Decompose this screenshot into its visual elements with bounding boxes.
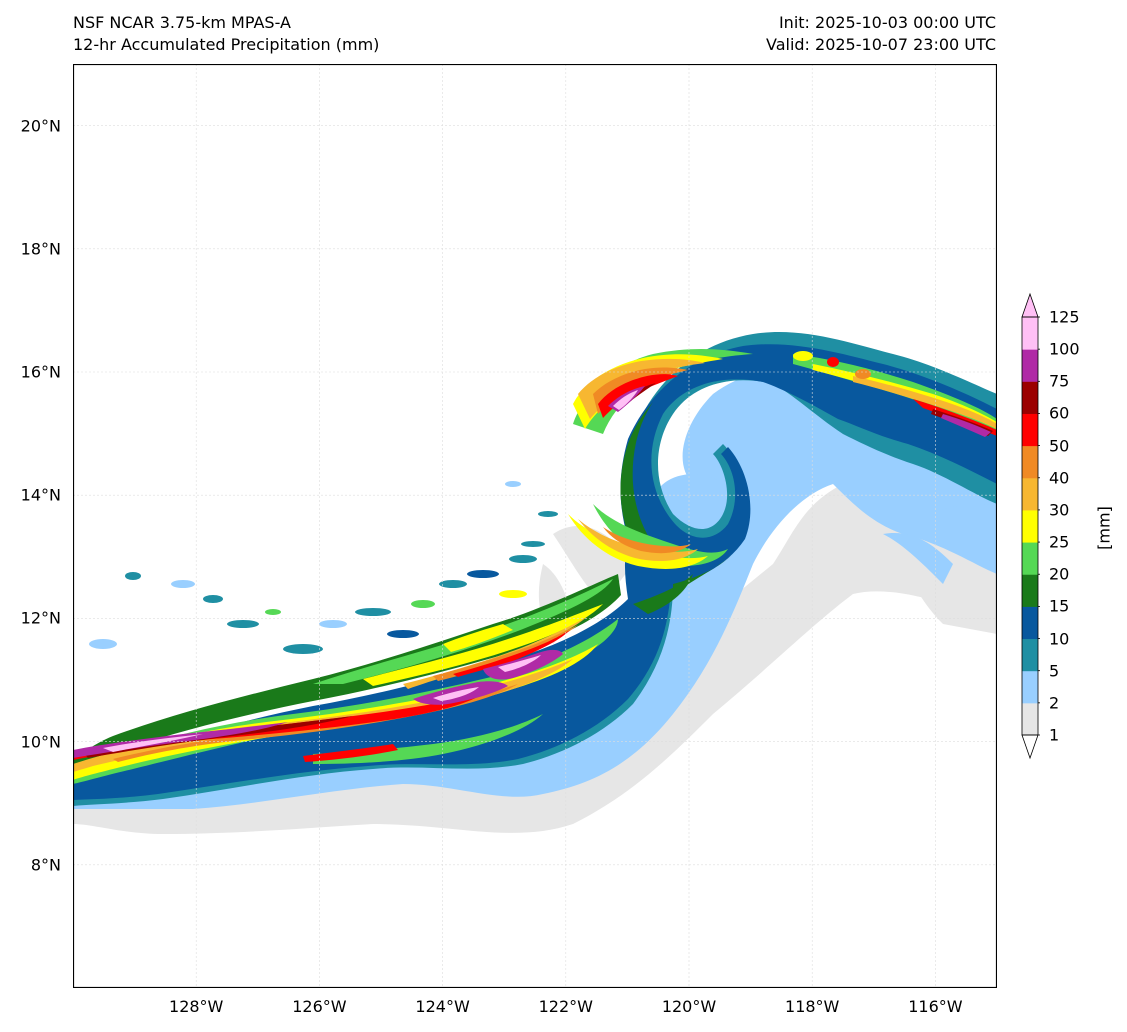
longitude-tick-label: 120°W — [661, 997, 717, 1016]
precip-band-100mm — [103, 390, 638, 752]
precip-field — [73, 332, 997, 834]
colorbar-frame — [1021, 316, 1039, 736]
longitude-tick-label: 126°W — [292, 997, 347, 1016]
latitude-tick-label: 8°N — [30, 855, 61, 875]
scattered-cells — [89, 351, 871, 654]
model-name: NSF NCAR 3.75-km MPAS-A — [73, 13, 291, 32]
gridlines — [73, 64, 997, 988]
colorbar-segment — [1022, 349, 1038, 382]
colorbar-level-label: 60 — [1049, 403, 1070, 423]
plot-title-right: Init: 2025-10-03 00:00 UTC Valid: 2025-1… — [766, 12, 996, 56]
colorbar-unit-label: [mm] — [1094, 506, 1114, 550]
precipitation-map — [73, 64, 997, 988]
colorbar — [1021, 292, 1040, 760]
colorbar-segment — [1022, 509, 1038, 543]
colorbar-segment — [1022, 574, 1038, 607]
longitude-tick-label: 124°W — [415, 997, 470, 1016]
latitude-tick-label: 20°N — [20, 116, 61, 136]
colorbar-segment — [1022, 413, 1038, 447]
colorbar-extend-max — [1021, 292, 1039, 318]
colorbar-level-label: 20 — [1049, 564, 1070, 584]
latitude-tick-label: 14°N — [20, 485, 61, 505]
init-time: Init: 2025-10-03 00:00 UTC — [778, 13, 996, 32]
latitude-tick-label: 12°N — [20, 608, 61, 628]
colorbar-segment — [1022, 445, 1038, 479]
longitude-tick-label: 116°W — [908, 997, 963, 1016]
colorbar-segment — [1022, 606, 1038, 640]
colorbar-level-label: 25 — [1049, 532, 1070, 552]
colorbar-level-label: 30 — [1049, 500, 1070, 520]
colorbar-segment — [1022, 381, 1038, 414]
colorbar-level-label: 50 — [1049, 436, 1070, 456]
latitude-tick-label: 18°N — [20, 239, 61, 259]
colorbar-segment — [1022, 638, 1038, 672]
colorbar-level-label: 100 — [1049, 339, 1080, 359]
colorbar-level-label: 75 — [1049, 371, 1070, 391]
colorbar-extend-min — [1021, 734, 1039, 760]
plot-title-left: NSF NCAR 3.75-km MPAS-A 12-hr Accumulate… — [73, 12, 379, 56]
latitude-tick-label: 10°N — [20, 732, 61, 752]
precip-band-40mm — [113, 367, 691, 762]
colorbar-level-label: 2 — [1049, 693, 1060, 713]
colorbar-segment — [1022, 317, 1038, 350]
map-border — [73, 64, 997, 988]
colorbar-level-label: 1 — [1049, 725, 1060, 745]
field-name: 12-hr Accumulated Precipitation (mm) — [73, 35, 380, 54]
colorbar-segment — [1022, 542, 1038, 575]
colorbar-segment — [1022, 477, 1038, 511]
colorbar-level-label: 40 — [1049, 468, 1070, 488]
colorbar-segment — [1022, 670, 1038, 704]
colorbar-level-label: 125 — [1049, 307, 1080, 327]
longitude-tick-label: 128°W — [169, 997, 224, 1016]
colorbar-level-label: 5 — [1049, 661, 1060, 681]
colorbar-level-label: 10 — [1049, 629, 1070, 649]
longitude-tick-label: 118°W — [785, 997, 840, 1016]
colorbar-level-label: 15 — [1049, 596, 1070, 616]
latitude-tick-label: 16°N — [20, 362, 61, 382]
longitude-tick-label: 122°W — [538, 997, 593, 1016]
precip-band-15mm — [73, 402, 733, 768]
colorbar-segment — [1022, 702, 1038, 736]
valid-time: Valid: 2025-10-07 23:00 UTC — [765, 35, 996, 54]
